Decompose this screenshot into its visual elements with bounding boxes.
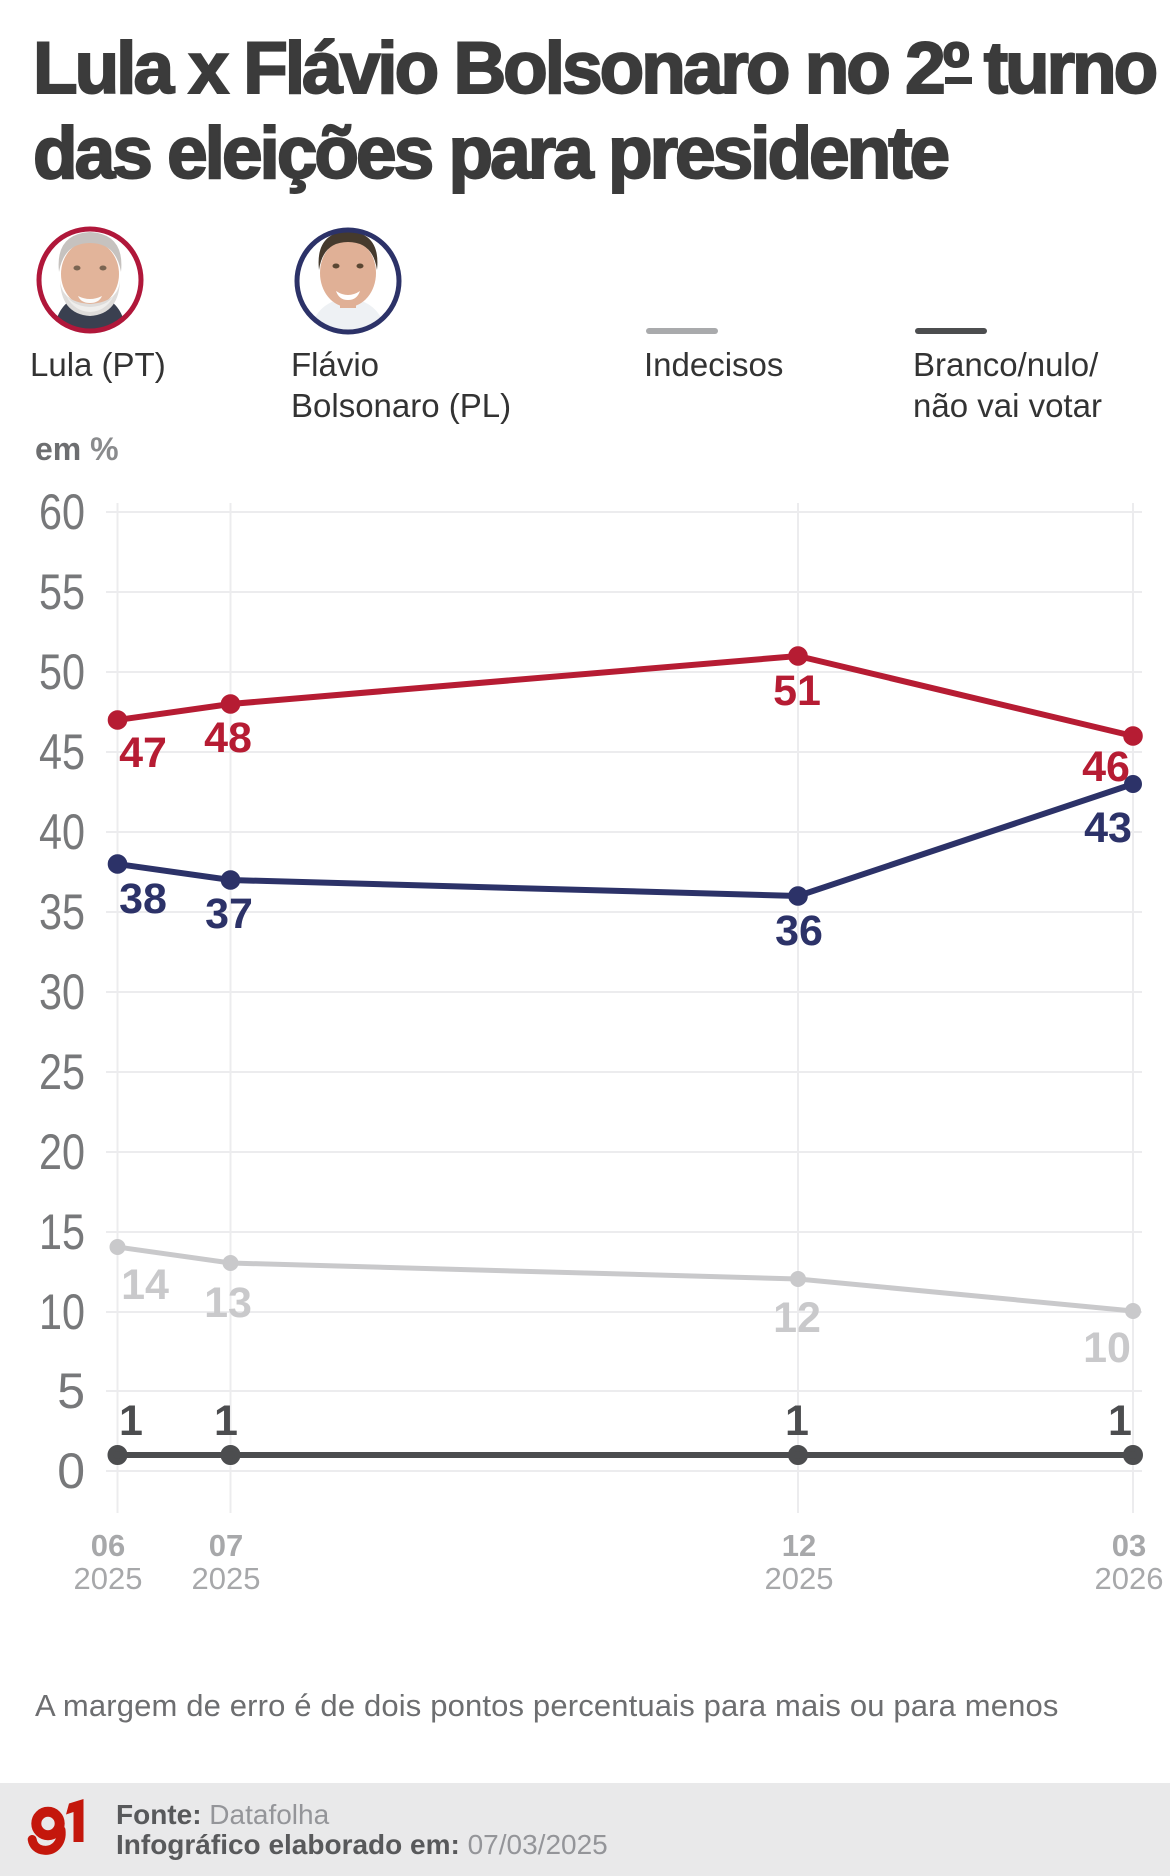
svg-text:47: 47 [119, 729, 167, 777]
svg-text:35: 35 [39, 884, 85, 940]
svg-text:1: 1 [214, 1397, 238, 1445]
svg-text:1: 1 [1108, 1397, 1132, 1445]
svg-text:60: 60 [39, 484, 85, 540]
svg-text:36: 36 [775, 907, 823, 955]
svg-text:2026: 2026 [1095, 1561, 1164, 1596]
svg-text:46: 46 [1082, 743, 1130, 791]
svg-text:55: 55 [39, 564, 85, 620]
svg-text:13: 13 [204, 1279, 252, 1327]
svg-text:43: 43 [1084, 804, 1132, 852]
svg-text:1: 1 [119, 1397, 143, 1445]
svg-text:15: 15 [39, 1204, 85, 1260]
svg-text:51: 51 [773, 667, 821, 715]
svg-text:03: 03 [1112, 1528, 1146, 1563]
svg-text:0: 0 [57, 1443, 85, 1499]
svg-text:2025: 2025 [192, 1561, 261, 1596]
svg-text:12: 12 [782, 1528, 816, 1563]
svg-text:38: 38 [119, 875, 167, 923]
svg-text:10: 10 [1083, 1324, 1131, 1372]
svg-text:25: 25 [39, 1044, 85, 1100]
svg-text:07: 07 [209, 1528, 243, 1563]
svg-text:5: 5 [57, 1363, 85, 1419]
svg-text:2025: 2025 [765, 1561, 834, 1596]
svg-text:14: 14 [121, 1261, 169, 1309]
svg-text:2025: 2025 [74, 1561, 143, 1596]
svg-text:06: 06 [91, 1528, 125, 1563]
svg-text:10: 10 [39, 1284, 85, 1340]
svg-text:12: 12 [773, 1294, 821, 1342]
svg-text:40: 40 [39, 804, 85, 860]
svg-text:45: 45 [39, 724, 85, 780]
svg-text:48: 48 [204, 714, 252, 762]
svg-text:37: 37 [205, 890, 253, 938]
svg-text:30: 30 [39, 964, 85, 1020]
svg-text:1: 1 [785, 1397, 809, 1445]
svg-text:20: 20 [39, 1124, 85, 1180]
svg-text:50: 50 [39, 644, 85, 700]
